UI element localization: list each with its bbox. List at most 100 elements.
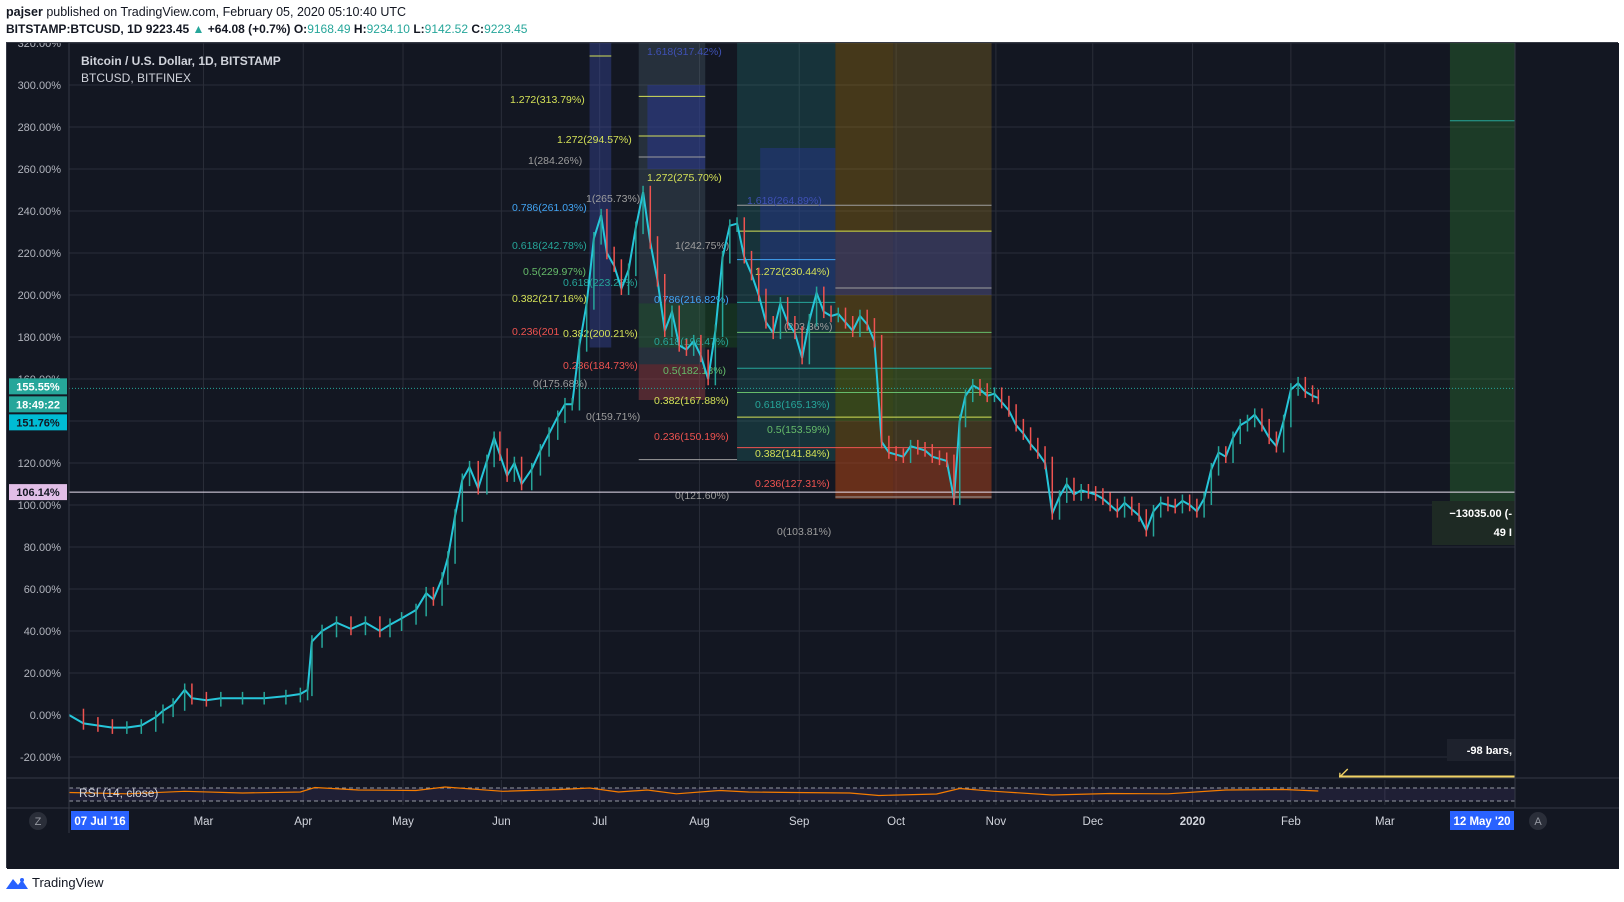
- fib-label: 0.786(216.82%): [654, 294, 729, 306]
- current-price-label-bg: [9, 378, 67, 395]
- x-tick-label: Mar: [194, 816, 214, 828]
- y-tick-label: 280.00%: [18, 122, 62, 134]
- fib-zone: [835, 448, 992, 499]
- low-label: L:: [413, 22, 425, 36]
- x-tick-label: Apr: [294, 816, 312, 828]
- range-bars: -98 bars,: [1467, 745, 1512, 757]
- x-tick-label: Jun: [492, 816, 511, 828]
- time-end-bg: [1450, 811, 1514, 830]
- fib-label: 1.272(230.44%): [755, 266, 830, 278]
- fib-label: 0.618(165.13%): [755, 399, 830, 411]
- x-tick-label: Aug: [689, 816, 709, 828]
- fib-zone: [893, 43, 992, 499]
- fib-label: 0.5(229.97%): [523, 266, 586, 278]
- y-tick-label: 220.00%: [18, 248, 62, 260]
- fib-label: 0.382(217.16%): [512, 293, 587, 305]
- time-end-label: 12 May '20: [1453, 816, 1510, 828]
- high-value: 9234.10: [366, 22, 410, 36]
- compare-symbol-label[interactable]: BTCUSD, BITFINEX: [81, 71, 192, 85]
- rsi-band: [69, 788, 1515, 801]
- y-tick-label: 20.00%: [24, 668, 62, 680]
- tradingview-brand[interactable]: TradingView: [32, 875, 104, 890]
- fib-label: 0.5(182.18%): [663, 365, 726, 377]
- fib-label: 0.236(150.19%): [654, 431, 729, 443]
- countdown-label-bg: [9, 396, 67, 413]
- y-tick-label: 240.00%: [18, 206, 62, 218]
- fib-zone: [835, 43, 894, 499]
- zoom-z-button: Z: [35, 816, 42, 828]
- hline-price-label-bg: [9, 484, 67, 501]
- y-tick-label: 300.00%: [18, 80, 62, 92]
- measure-value: −13035.00 (-: [1449, 508, 1512, 520]
- fib-label: 0.618(242.78%): [512, 240, 587, 252]
- symbol-label: BITSTAMP:BTCUSD, 1D: [6, 22, 143, 36]
- fib-zone: [835, 232, 992, 295]
- fib-label: 0.236(201: [512, 326, 559, 338]
- x-tick-label: Dec: [1083, 816, 1104, 828]
- compare-price-label-bg: [9, 414, 67, 431]
- z-button-bg: [29, 812, 47, 830]
- fib-zone: [638, 364, 706, 400]
- fib-label: 0.786(261.03%): [512, 202, 587, 214]
- fib-label: 1(265.73%): [586, 193, 640, 205]
- published-text: published on TradingView.com, February 0…: [46, 5, 407, 19]
- fib-label: 0.618(223.23%): [563, 277, 638, 289]
- author-name[interactable]: pajser: [6, 5, 43, 19]
- y-tick-label: 260.00%: [18, 164, 62, 176]
- range-box: [1447, 739, 1515, 761]
- fib-label: 0(121.60%): [675, 490, 729, 502]
- auto-scale-button: A: [1534, 816, 1542, 828]
- rsi-label: RSI (14, close): [79, 786, 158, 800]
- a-button-bg: [1529, 812, 1547, 830]
- x-tick-label: 2020: [1180, 816, 1206, 828]
- y-tick-label: 0.00%: [30, 710, 61, 722]
- countdown-label: 18:49:22: [16, 399, 60, 411]
- chart-legend: Bitcoin / U.S. Dollar, 1D, BITSTAMP BTCU…: [81, 53, 281, 87]
- close-value: 9223.45: [484, 22, 528, 36]
- fib-label: 1.272(275.70%): [647, 172, 722, 184]
- change-value: +64.08 (+0.7%): [207, 22, 291, 36]
- x-tick-label: Sep: [789, 816, 809, 828]
- tradingview-logo-icon: [6, 877, 28, 889]
- fib-label: 1(284.26%): [528, 155, 582, 167]
- close-label: C:: [471, 22, 485, 36]
- footer: TradingView: [6, 875, 104, 890]
- low-value: 9142.52: [424, 22, 469, 36]
- fib-label: 1.618(264.89%): [747, 195, 822, 207]
- fib-label: 0.236(127.31%): [755, 478, 830, 490]
- time-start-bg: [71, 811, 129, 830]
- y-tick-label: 40.00%: [24, 626, 62, 638]
- fib-zone: [647, 85, 706, 169]
- chart-background: [7, 43, 1619, 869]
- y-tick-label: 200.00%: [18, 290, 62, 302]
- fib-label: 0(103.81%): [777, 526, 831, 538]
- measure-box: [1432, 501, 1515, 545]
- chart-canvas[interactable]: 320.00% 300.00% 280.00% 260.00% 240.00% 220.0…: [7, 43, 1619, 869]
- fib-label: 0.382(167.88%): [654, 395, 729, 407]
- fib-zone: [1449, 43, 1515, 505]
- fib-label: 0.5(153.59%): [767, 424, 830, 436]
- fib-zone: [589, 43, 612, 348]
- last-price: 9223.45: [145, 22, 190, 36]
- chart-panel[interactable]: 320.00% 300.00% 280.00% 260.00% 240.00% 220.0…: [6, 42, 1619, 869]
- chart-title[interactable]: Bitcoin / U.S. Dollar, 1D, BITSTAMP: [81, 54, 281, 68]
- time-start-label: 07 Jul '16: [74, 816, 125, 828]
- x-tick-label: Mar: [1375, 816, 1395, 828]
- fib-label: 1.272(294.57%): [557, 134, 632, 146]
- fib-zone: [737, 43, 836, 461]
- change-arrow-icon: ▲: [192, 22, 205, 36]
- x-tick-label: May: [392, 816, 414, 828]
- y-tick-label: 320.00%: [18, 43, 62, 50]
- symbol-header: BITSTAMP:BTCUSD, 1D 9223.45 ▲ +64.08 (+0…: [6, 22, 527, 36]
- fib-label: 0(159.71%): [586, 411, 640, 423]
- x-tick-label: Feb: [1281, 816, 1301, 828]
- fib-zone: [760, 148, 836, 295]
- y-tick-label: 80.00%: [24, 542, 62, 554]
- fib-zone: [835, 368, 992, 421]
- compare-price-label: 151.76%: [16, 417, 60, 429]
- fib-label: 1(242.75%): [675, 240, 729, 252]
- y-tick-label: 60.00%: [24, 584, 62, 596]
- high-label: H:: [353, 22, 367, 36]
- fib-label: 1.618(317.42%): [647, 46, 722, 58]
- rsi-line: [68, 786, 1319, 797]
